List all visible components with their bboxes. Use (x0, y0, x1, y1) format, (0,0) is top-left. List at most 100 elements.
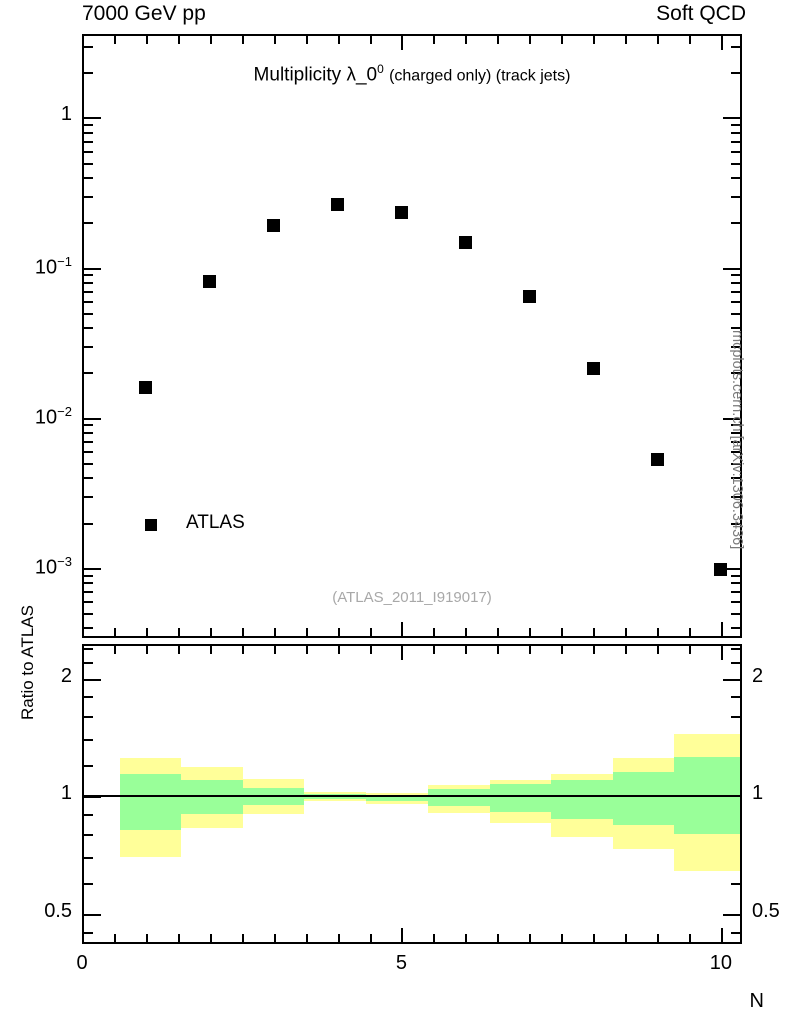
axis-tick (209, 934, 212, 942)
axis-tick (84, 574, 93, 577)
header-process: Soft QCD (656, 2, 746, 25)
axis-tick (731, 496, 740, 499)
axis-tick-label: 0 (76, 952, 88, 974)
axis-tick (84, 739, 93, 742)
axis-tick (84, 440, 93, 443)
axis-tick (145, 36, 148, 44)
axis-tick (593, 36, 596, 44)
legend-marker-atlas (145, 519, 157, 531)
axis-tick (731, 327, 740, 330)
axis-tick (84, 834, 93, 837)
data-point-marker (714, 563, 728, 577)
axis-tick (688, 646, 691, 654)
axis-tick (84, 45, 93, 48)
axis-tick (433, 646, 436, 654)
axis-tick (497, 646, 500, 654)
axis-tick (84, 600, 93, 603)
axis-tick (593, 934, 596, 942)
axis-tick (401, 646, 404, 660)
axis-tick (84, 274, 93, 277)
ratio-band-inner (366, 794, 428, 801)
axis-tick (401, 928, 404, 942)
axis-tick (731, 290, 740, 293)
axis-tick (273, 646, 276, 654)
axis-tick (529, 934, 532, 942)
axis-tick (657, 36, 660, 44)
axis-tick (731, 45, 740, 48)
axis-tick (731, 574, 740, 577)
axis-tick (731, 132, 740, 135)
axis-tick (84, 162, 93, 165)
axis-tick (497, 934, 500, 942)
axis-tick (433, 934, 436, 942)
axis-tick (241, 934, 244, 942)
axis-tick (731, 590, 740, 593)
axis-tick (113, 628, 116, 636)
axis-tick (273, 36, 276, 44)
axis-tick (337, 934, 340, 942)
axis-tick (84, 462, 93, 465)
axis-tick (177, 628, 180, 636)
ratio-band-inner (612, 771, 675, 826)
axis-tick (529, 628, 532, 636)
axis-tick (84, 432, 93, 435)
axis-tick (273, 628, 276, 636)
axis-tick-label: 0.5 (752, 900, 780, 923)
axis-tick (305, 36, 308, 44)
axis-tick (723, 914, 740, 917)
axis-tick (731, 222, 740, 225)
axis-tick (84, 140, 93, 143)
axis-tick (593, 628, 596, 636)
axis-tick (625, 628, 628, 636)
ratio-unity-line (84, 795, 740, 798)
axis-tick (731, 72, 740, 75)
ratio-bands-layer (84, 646, 740, 942)
axis-tick (337, 628, 340, 636)
axis-tick (84, 582, 93, 585)
axis-tick (84, 647, 93, 650)
axis-tick (465, 36, 468, 44)
axis-tick (731, 195, 740, 198)
axis-tick (731, 612, 740, 615)
axis-tick (731, 647, 740, 650)
data-point-marker (522, 290, 536, 304)
data-point-marker (267, 218, 281, 232)
axis-tick (625, 36, 628, 44)
axis-tick (731, 696, 740, 699)
data-point-marker (139, 380, 153, 394)
axis-tick (529, 36, 532, 44)
axis-tick (337, 646, 340, 654)
axis-tick (273, 934, 276, 942)
axis-tick (84, 424, 93, 427)
axis-tick (561, 628, 564, 636)
axis-tick (731, 150, 740, 153)
axis-tick (84, 346, 93, 349)
axis-tick (84, 612, 93, 615)
data-point-marker (650, 452, 664, 466)
data-point-marker (586, 361, 600, 375)
axis-tick (688, 628, 691, 636)
axis-tick (497, 628, 500, 636)
axis-tick (731, 432, 740, 435)
axis-tick (84, 312, 93, 315)
legend-label-atlas: ATLAS (186, 512, 245, 533)
axis-tick (731, 600, 740, 603)
axis-tick (657, 934, 660, 942)
axis-tick (84, 72, 93, 75)
axis-tick (84, 627, 93, 630)
axis-tick-label: 2 (752, 664, 764, 687)
axis-tick (529, 646, 532, 654)
axis-tick (84, 150, 93, 153)
axis-tick (561, 934, 564, 942)
axis-tick (401, 622, 404, 636)
axis-tick (731, 716, 740, 719)
axis-tick (84, 796, 101, 799)
axis-tick (84, 814, 93, 817)
axis-tick (731, 662, 740, 665)
axis-tick (337, 36, 340, 44)
axis-tick (177, 934, 180, 942)
axis-tick (241, 646, 244, 654)
data-point-marker (458, 235, 472, 249)
axis-tick (241, 36, 244, 44)
axis-tick (84, 282, 93, 285)
